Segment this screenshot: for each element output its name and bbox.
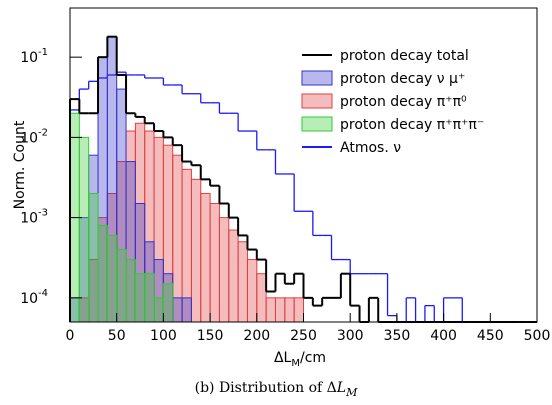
y-tick-base: 10 <box>20 50 38 66</box>
caption: (b) Distribution of ΔLM <box>195 380 358 399</box>
y-tick-exponent: -2 <box>38 127 48 138</box>
legend-label: proton decay π⁺π⁺π⁻ <box>340 117 484 133</box>
histogram-bar <box>265 297 276 323</box>
x-tick-label: 500 <box>524 328 551 344</box>
histogram-bar <box>116 249 127 323</box>
histogram-bar <box>274 297 286 323</box>
y-tick-label: 10-3 <box>20 208 48 227</box>
y-tick-exponent: -1 <box>38 47 48 58</box>
caption-sub: M <box>345 386 358 399</box>
histogram-bar <box>246 259 258 323</box>
x-axis-title: ΔLM/cm <box>274 350 326 369</box>
histogram-bar <box>153 297 164 323</box>
legend-label: proton decay π⁺π⁰ <box>340 94 467 110</box>
histogram-bar <box>293 297 305 323</box>
y-axis-title: Norm. Count <box>12 120 28 209</box>
y-tick-base: 10 <box>20 211 38 227</box>
histogram-bar <box>190 178 202 323</box>
histogram-bar <box>237 241 248 323</box>
histogram-bar <box>209 202 220 323</box>
x-tick-label: 0 <box>66 328 75 344</box>
x-tick-label: 400 <box>430 328 457 344</box>
histogram-bar <box>181 297 192 323</box>
histogram-bar <box>144 273 155 323</box>
x-tick-label: 450 <box>477 328 504 344</box>
y-tick-label: 10-4 <box>20 288 48 307</box>
histogram-bar <box>256 273 267 323</box>
histogram-bar <box>218 217 230 323</box>
y-tick-base: 10 <box>20 130 38 146</box>
x-tick-label: 50 <box>108 328 126 344</box>
x-tick-label: 350 <box>384 328 411 344</box>
histogram-bar <box>284 297 295 323</box>
histogram-bar <box>88 192 99 323</box>
histogram-bar <box>228 229 239 323</box>
histogram-bar <box>97 224 108 323</box>
caption-text: (b) Distribution of Δ <box>195 380 337 396</box>
legend-swatch <box>301 116 333 132</box>
y-tick-base: 10 <box>20 291 38 307</box>
histogram-bar <box>125 259 136 323</box>
y-tick-label: 10-1 <box>20 47 48 66</box>
histogram-bar <box>134 273 146 323</box>
x-axis-title-unit: /cm <box>300 350 326 366</box>
caption-var: L <box>336 380 346 396</box>
x-tick-label: 100 <box>150 328 177 344</box>
x-tick-label: 150 <box>197 328 224 344</box>
y-tick-exponent: -4 <box>38 288 48 299</box>
legend-swatch <box>301 70 333 86</box>
legend-label: Atmos. ν <box>340 140 401 156</box>
histogram-bar <box>78 136 90 323</box>
legend-label: proton decay total <box>340 48 469 64</box>
x-axis-title-sub: M <box>291 358 300 369</box>
legend-swatch <box>301 93 333 109</box>
y-tick-label: 10-2 <box>20 127 48 146</box>
histogram-bar <box>106 234 118 323</box>
histogram-bar <box>172 297 183 323</box>
x-axis-title-main: ΔL <box>274 350 292 366</box>
histogram-bar <box>200 192 211 323</box>
x-tick-label: 300 <box>337 328 364 344</box>
legend-label: proton decay ν μ⁺ <box>340 71 465 87</box>
histogram-bar <box>162 283 174 323</box>
y-tick-exponent: -3 <box>38 208 48 219</box>
histogram-bar <box>172 154 183 323</box>
x-tick-label: 200 <box>243 328 270 344</box>
x-tick-label: 250 <box>290 328 317 344</box>
